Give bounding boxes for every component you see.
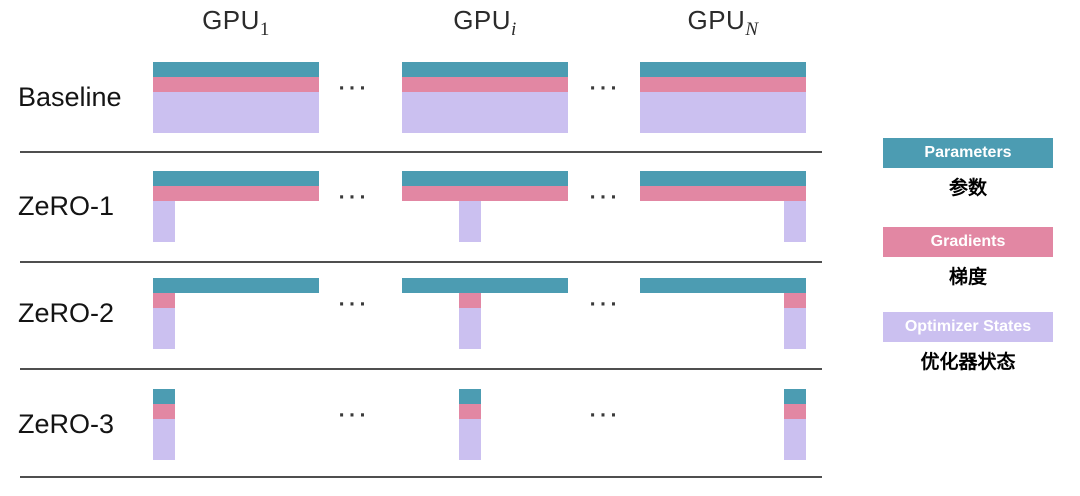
row-divider xyxy=(20,261,822,263)
parameters-full-bar xyxy=(402,278,568,293)
optimizer-states-shard-bar xyxy=(153,308,175,349)
optimizer-states-shard-bar xyxy=(784,308,806,349)
gradients-full-bar xyxy=(640,77,806,92)
gradients-shard-bar xyxy=(459,404,481,419)
optimizer-states-full-bar xyxy=(153,92,319,133)
legend-swatch-optimizer-states: Optimizer States xyxy=(883,312,1053,342)
row-label-zero-1: ZeRO-1 xyxy=(18,191,115,221)
gradients-shard-bar xyxy=(459,293,481,308)
gradients-shard-bar xyxy=(784,293,806,308)
memory-block-zero-2-gpu-1 xyxy=(153,278,319,349)
gradients-full-bar xyxy=(402,77,568,92)
gpu-label-base: GPU xyxy=(202,5,260,35)
row-label-zero-3: ZeRO-3 xyxy=(18,409,115,439)
ellipsis: ··· xyxy=(338,188,370,208)
parameters-full-bar xyxy=(402,62,568,77)
memory-block-zero-1-gpu-3 xyxy=(640,171,806,242)
gpu-label-subscript: N xyxy=(745,19,759,40)
legend-entry-gradients: Gradients 梯度 xyxy=(883,227,1053,289)
parameters-full-bar xyxy=(153,171,319,186)
parameters-full-bar xyxy=(640,278,806,293)
memory-block-baseline-gpu-1 xyxy=(153,62,319,133)
legend-cn-parameters: 参数 xyxy=(948,178,987,199)
gpu-column-header: GPUN xyxy=(640,5,806,39)
legend-swatch-parameters: Parameters xyxy=(883,138,1053,168)
memory-block-zero-3-gpu-2 xyxy=(402,389,568,460)
gradients-full-bar xyxy=(402,186,568,201)
gradients-full-bar xyxy=(153,77,319,92)
parameters-full-bar xyxy=(402,171,568,186)
gradients-shard-bar xyxy=(784,404,806,419)
optimizer-states-full-bar xyxy=(640,92,806,133)
legend-swatch-gradients: Gradients xyxy=(883,227,1053,257)
legend-cn-gradients: 梯度 xyxy=(948,267,987,288)
ellipsis: ··· xyxy=(589,406,621,426)
gpu-label-base: GPU xyxy=(687,5,746,35)
ellipsis: ··· xyxy=(338,406,370,426)
row-label-baseline: Baseline xyxy=(18,82,122,112)
ellipsis: ··· xyxy=(589,295,621,315)
memory-block-zero-1-gpu-1 xyxy=(153,171,319,242)
parameters-full-bar xyxy=(640,171,806,186)
memory-block-zero-1-gpu-2 xyxy=(402,171,568,242)
row-label-zero-2: ZeRO-2 xyxy=(18,298,115,328)
memory-block-baseline-gpu-3 xyxy=(640,62,806,133)
gpu-label-subscript: 1 xyxy=(259,19,270,40)
gradients-full-bar xyxy=(153,186,319,201)
ellipsis: ··· xyxy=(338,295,370,315)
gradients-shard-bar xyxy=(153,404,175,419)
memory-block-zero-2-gpu-2 xyxy=(402,278,568,349)
gradients-shard-bar xyxy=(153,293,175,308)
optimizer-states-shard-bar xyxy=(459,201,481,242)
legend-entry-optimizer-states: Optimizer States 优化器状态 xyxy=(883,312,1053,374)
ellipsis: ··· xyxy=(338,79,370,99)
ellipsis: ··· xyxy=(589,79,621,99)
gpu-column-header: GPUi xyxy=(402,5,568,39)
parameters-shard-bar xyxy=(784,389,806,404)
legend-cn-optimizer-states: 优化器状态 xyxy=(920,352,1016,373)
gpu-label-subscript: i xyxy=(511,19,517,40)
parameters-shard-bar xyxy=(459,389,481,404)
optimizer-states-shard-bar xyxy=(784,201,806,242)
row-divider xyxy=(20,368,822,370)
optimizer-states-shard-bar xyxy=(459,419,481,460)
gpu-column-header: GPU1 xyxy=(153,5,319,39)
optimizer-states-shard-bar xyxy=(153,419,175,460)
optimizer-states-full-bar xyxy=(402,92,568,133)
parameters-full-bar xyxy=(153,278,319,293)
row-divider xyxy=(20,151,822,153)
memory-block-zero-3-gpu-1 xyxy=(153,389,319,460)
optimizer-states-shard-bar xyxy=(153,201,175,242)
optimizer-states-shard-bar xyxy=(784,419,806,460)
memory-block-baseline-gpu-2 xyxy=(402,62,568,133)
memory-block-zero-2-gpu-3 xyxy=(640,278,806,349)
parameters-full-bar xyxy=(153,62,319,77)
optimizer-states-shard-bar xyxy=(459,308,481,349)
parameters-full-bar xyxy=(640,62,806,77)
row-divider xyxy=(20,476,822,478)
parameters-shard-bar xyxy=(153,389,175,404)
gpu-label-base: GPU xyxy=(453,5,512,35)
legend-entry-parameters: Parameters 参数 xyxy=(883,138,1053,200)
memory-block-zero-3-gpu-3 xyxy=(640,389,806,460)
gradients-full-bar xyxy=(640,186,806,201)
ellipsis: ··· xyxy=(589,188,621,208)
